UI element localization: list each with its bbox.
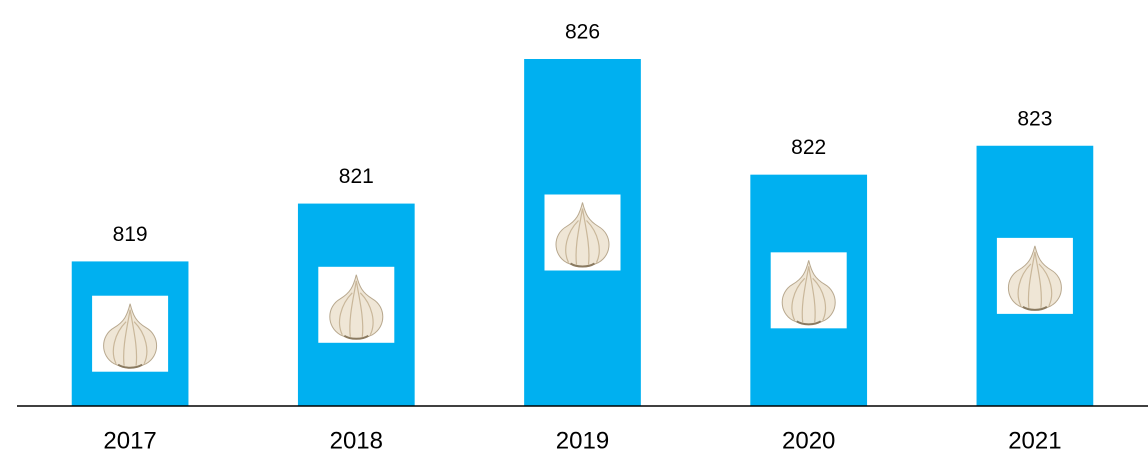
value-label: 822 xyxy=(791,136,826,159)
x-tick-label: 2021 xyxy=(1008,427,1061,454)
x-tick-label: 2018 xyxy=(330,427,383,454)
value-label: 819 xyxy=(113,223,148,246)
value-label: 823 xyxy=(1017,107,1052,130)
x-tick-label: 2020 xyxy=(782,427,835,454)
x-tick-label: 2017 xyxy=(103,427,156,454)
value-label: 826 xyxy=(565,21,600,44)
x-tick-label: 2019 xyxy=(556,427,609,454)
value-label: 821 xyxy=(339,165,374,188)
